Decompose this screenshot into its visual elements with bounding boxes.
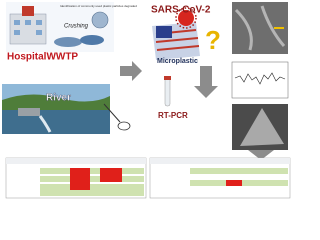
results-table-right — [149, 157, 291, 199]
method-label: RT-PCR — [158, 111, 188, 120]
virus — [178, 10, 194, 26]
sample-shape — [240, 108, 284, 146]
river-bank — [2, 94, 110, 110]
river-scene: River — [2, 84, 131, 134]
table-row — [40, 190, 144, 196]
tank — [80, 35, 104, 45]
table-row — [40, 184, 144, 190]
rt-pcr: RT-PCR — [158, 76, 188, 120]
outfall-pipe — [18, 108, 40, 116]
spectrum-plot — [231, 61, 289, 99]
sem-texture — [234, 5, 286, 51]
test-tube — [164, 77, 171, 107]
net-handle — [103, 103, 121, 123]
table-row — [40, 168, 144, 174]
crushing-label: Crushing — [64, 24, 89, 30]
table-header — [6, 158, 146, 164]
positive-cell — [70, 168, 90, 190]
flag-canton — [156, 26, 172, 38]
window — [36, 20, 42, 25]
spectrum-line — [234, 72, 286, 85]
window — [36, 30, 42, 35]
table-row — [190, 168, 288, 174]
table-row — [40, 176, 144, 182]
question-mark: ? — [205, 25, 221, 55]
hospital-label: HospitalWWTP — [7, 52, 78, 63]
river-label: River — [46, 93, 71, 104]
window — [25, 20, 31, 25]
outflow — [38, 115, 52, 133]
tube-cap — [164, 76, 171, 80]
caption: Identification of commonly used plastic … — [60, 4, 137, 8]
hospital-scene: Identification of commonly used plastic … — [6, 2, 137, 63]
graphical-abstract: Identification of commonly used plastic … — [2, 2, 291, 199]
tank — [54, 37, 82, 47]
positive-cell — [100, 168, 122, 182]
arrow-right — [120, 61, 142, 81]
microplastic-label: Microplastic — [157, 58, 198, 65]
crusher-icon — [91, 11, 109, 29]
hospital-building — [9, 13, 47, 45]
virus-spikes — [175, 7, 197, 29]
virus-label: SARS-CoV-2 — [151, 5, 211, 16]
positive-cell — [226, 180, 242, 186]
table-header — [150, 158, 290, 164]
window — [14, 20, 20, 25]
arrow-down — [194, 66, 218, 98]
results-table-left — [5, 157, 147, 199]
window — [14, 30, 20, 35]
virus-microplastic: SARS-CoV-2 Microplastic ? — [151, 5, 221, 65]
net — [117, 121, 131, 131]
hospital-sign — [22, 6, 34, 16]
